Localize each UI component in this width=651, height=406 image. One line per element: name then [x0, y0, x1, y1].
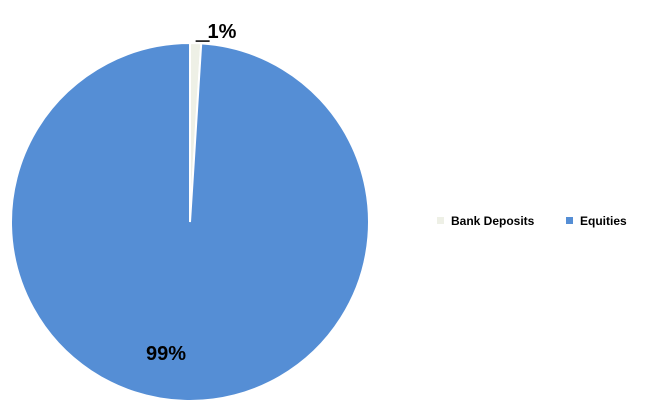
data-label-equities: 99% [146, 343, 186, 365]
pie-slices [10, 41, 370, 402]
pie-slice-equities [10, 41, 370, 402]
legend-swatch-equities [566, 217, 573, 224]
data-label-bank-deposits: 1% [208, 21, 237, 43]
legend-swatch-bank-deposits [437, 217, 444, 224]
legend-label-bank-deposits: Bank Deposits [451, 214, 535, 228]
legend: Bank Deposits Equities [437, 214, 627, 228]
data-labels: 1% 99% [146, 21, 237, 365]
legend-label-equities: Equities [580, 214, 627, 228]
